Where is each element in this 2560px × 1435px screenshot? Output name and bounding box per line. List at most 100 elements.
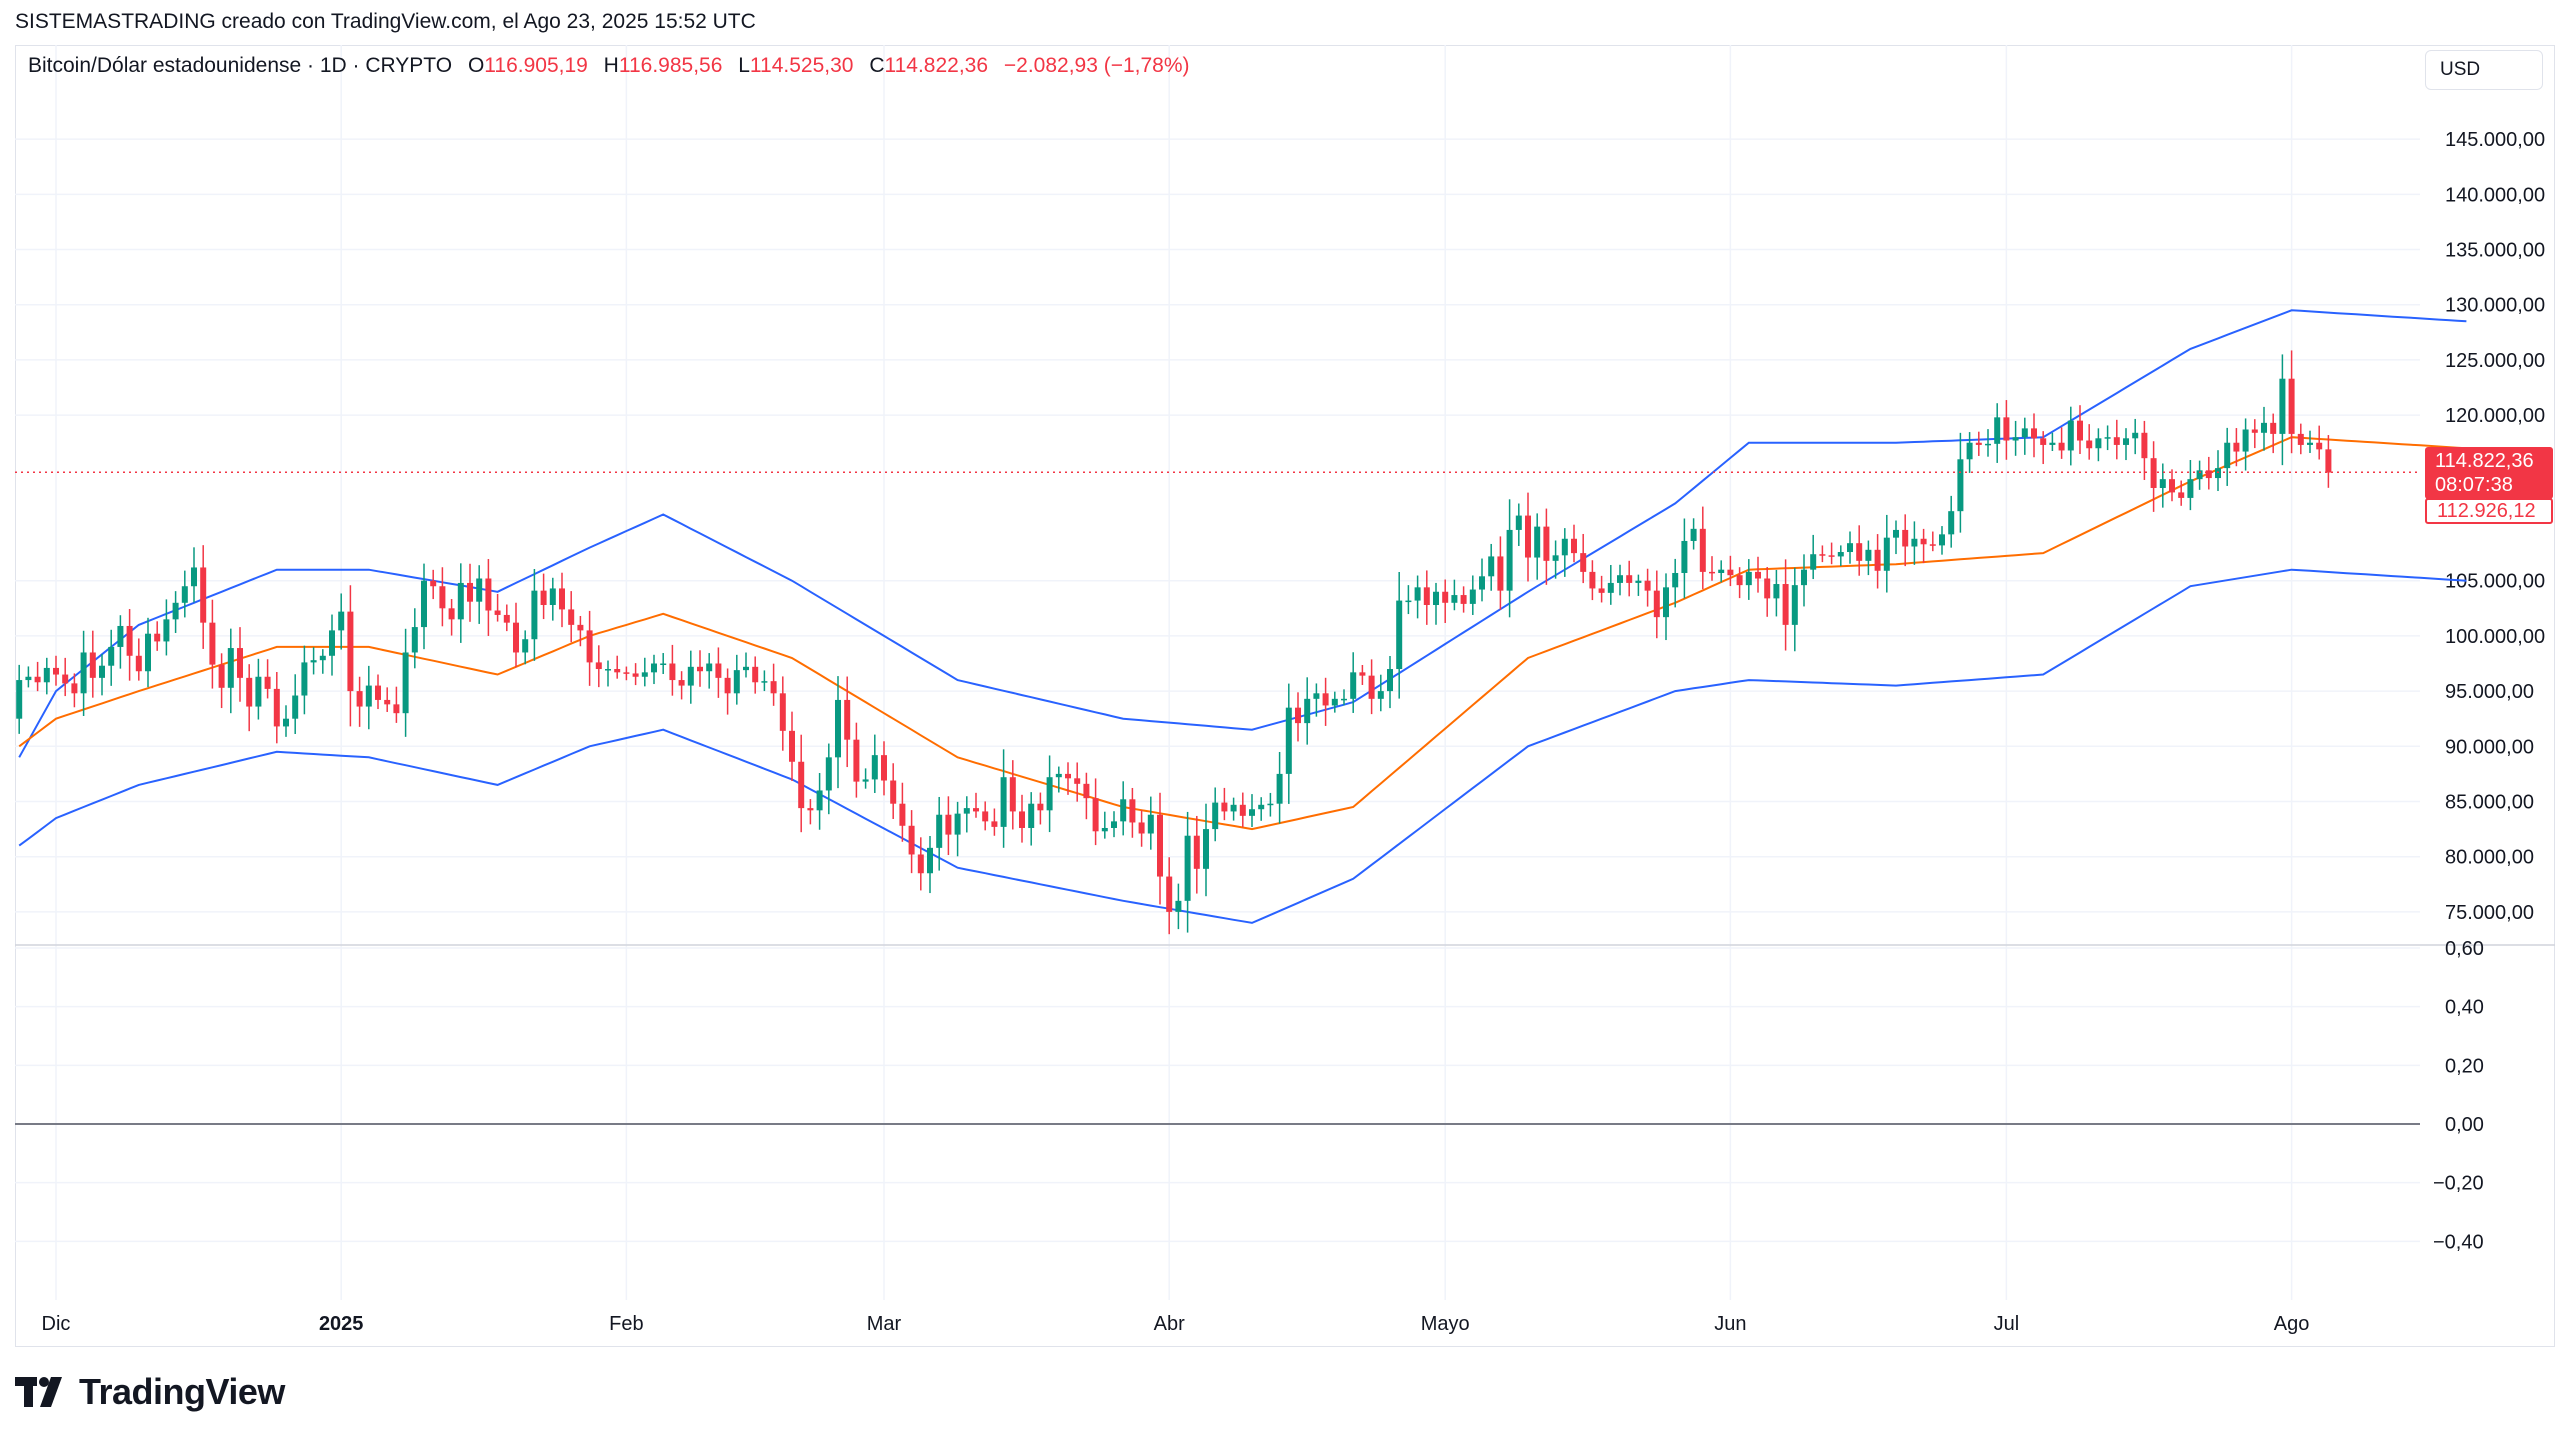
candle-body: [494, 610, 501, 615]
price-axis-label: 120.000,00: [2445, 405, 2545, 427]
candle-body: [577, 624, 584, 631]
candle-body: [2104, 437, 2111, 439]
candle: [2104, 425, 2111, 451]
candle-body: [1543, 526, 1550, 561]
price-axis-label: 80.000,00: [2445, 847, 2534, 869]
legend-close-label: C: [869, 54, 885, 77]
candle-body: [522, 639, 529, 653]
price-axis-label: 130.000,00: [2445, 295, 2545, 317]
candle: [145, 617, 151, 688]
candle: [421, 563, 427, 650]
candle: [2325, 435, 2332, 488]
candle-body: [1350, 672, 1357, 699]
candle-body: [1856, 543, 1863, 561]
candle: [595, 645, 602, 688]
time-axis-label: Mar: [867, 1313, 902, 1335]
candle: [338, 593, 345, 650]
candle: [2077, 405, 2083, 454]
candle: [733, 654, 740, 705]
time-axis-label: Jun: [1714, 1313, 1746, 1335]
candle: [632, 663, 639, 686]
candle-body: [1037, 803, 1044, 811]
candle-body: [264, 676, 271, 689]
candle-body: [1681, 540, 1688, 573]
candle: [1837, 545, 1844, 567]
candle-body: [1331, 698, 1338, 706]
candle-body: [697, 666, 703, 672]
candle-body: [135, 655, 142, 672]
candle-body: [218, 664, 225, 688]
legend-symbol[interactable]: Bitcoin/Dólar estadounidense · 1D · CRYP…: [28, 54, 453, 77]
candle: [16, 664, 23, 734]
candle-body: [1295, 707, 1301, 724]
candle: [255, 658, 262, 720]
candle-body: [614, 669, 621, 673]
candle: [448, 599, 455, 636]
candle-body: [1304, 698, 1311, 724]
candle-body: [1773, 584, 1780, 599]
candle-body: [237, 648, 243, 678]
candle-body: [1129, 799, 1136, 823]
candle-body: [1883, 537, 1890, 571]
candle-body: [1865, 549, 1872, 561]
candle-body: [2279, 378, 2286, 434]
candle: [1534, 513, 1541, 580]
candle-body: [503, 614, 510, 623]
candle: [439, 567, 446, 627]
candle-body: [1893, 529, 1899, 538]
candle-body: [844, 699, 851, 740]
candle: [163, 599, 170, 656]
candle-body: [2012, 437, 2019, 441]
tradingview-logo[interactable]: TradingView: [15, 1371, 285, 1412]
bollinger-basis: [18, 436, 2467, 831]
candle-body: [1203, 829, 1209, 869]
candle: [25, 666, 32, 688]
legend-low-label: L: [738, 54, 750, 77]
candle-body: [1239, 804, 1246, 816]
candle: [752, 656, 759, 694]
candle-body: [2196, 470, 2203, 480]
oscillator-axis-label: 0,40: [2445, 997, 2484, 1019]
candle: [2159, 463, 2166, 508]
chart-frame: [15, 45, 2555, 1347]
currency-selector[interactable]: USD: [2425, 50, 2543, 90]
candle: [1368, 659, 1375, 715]
candle-body: [43, 667, 50, 683]
candle: [678, 671, 685, 700]
candle: [1709, 556, 1715, 581]
candle: [973, 792, 979, 818]
candle: [347, 585, 354, 727]
candle-body: [2040, 438, 2047, 445]
candle-body: [1975, 442, 1982, 445]
candle-body: [319, 655, 326, 661]
candle: [1589, 560, 1596, 601]
candle-body: [191, 567, 197, 587]
candle: [237, 627, 243, 702]
candle: [43, 657, 50, 695]
candle: [2224, 427, 2231, 486]
candle: [71, 673, 78, 708]
candle-body: [651, 663, 657, 673]
candle: [844, 676, 851, 768]
candle-body: [1368, 675, 1375, 699]
candle: [365, 665, 372, 730]
candle-body: [172, 602, 179, 620]
candle: [375, 674, 381, 710]
candle: [200, 545, 207, 649]
candle: [1985, 429, 1991, 457]
candle: [1129, 787, 1136, 838]
candle-body: [770, 681, 777, 694]
candle: [2067, 406, 2074, 466]
candle-body: [835, 699, 841, 758]
candle-body: [513, 622, 519, 653]
candle-body: [1727, 569, 1734, 576]
candle-body: [1810, 554, 1817, 570]
candle: [2031, 413, 2037, 458]
candle-body: [273, 688, 280, 727]
candle: [1295, 692, 1301, 742]
candle-body: [1828, 555, 1835, 557]
candle-body: [1626, 575, 1633, 583]
candle: [660, 653, 667, 674]
candle: [2012, 420, 2019, 456]
